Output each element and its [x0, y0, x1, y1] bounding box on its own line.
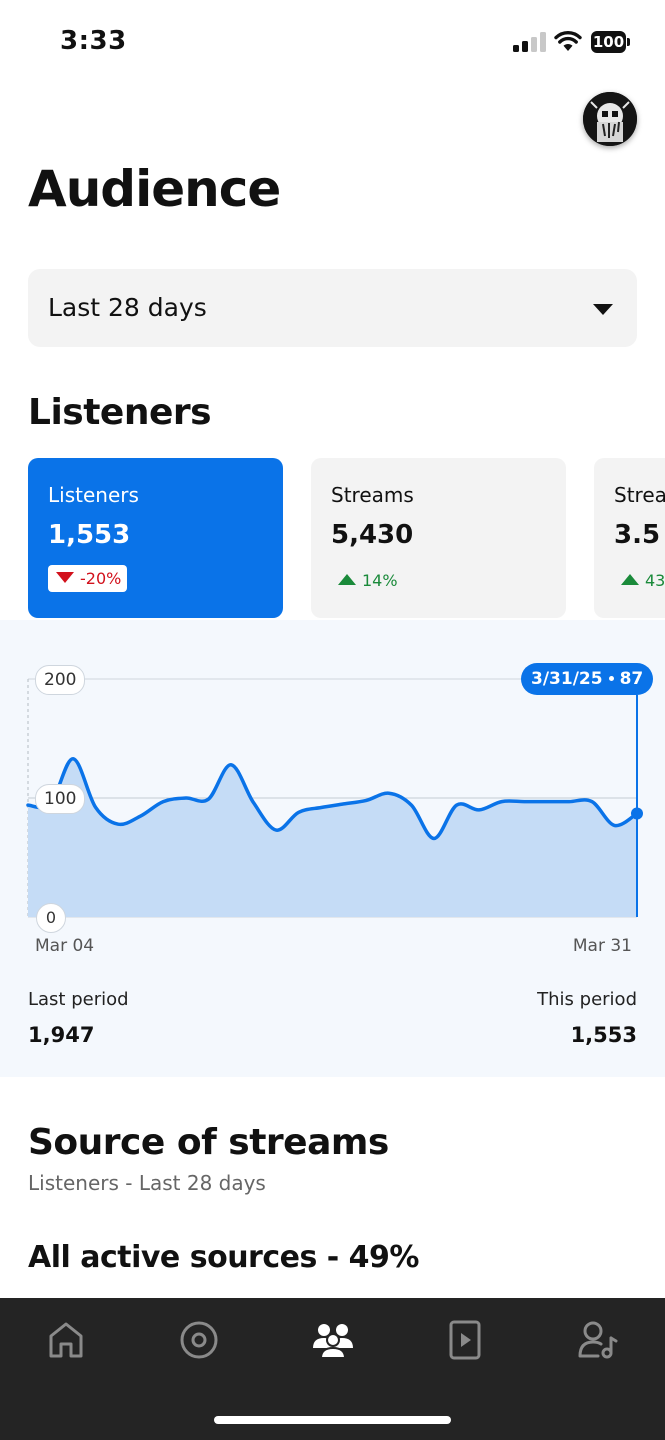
metric-change-badge: -20% — [48, 565, 128, 592]
home-indicator — [214, 1416, 451, 1424]
trend-down-icon — [56, 572, 74, 583]
metrics-carousel[interactable]: Listeners 1,553 -20% Streams 5,430 14% S… — [0, 458, 665, 620]
metric-card-streams-per-listener[interactable]: Streams / listener 3.5 43% — [594, 458, 665, 618]
wifi-icon — [554, 30, 582, 51]
artist-profile-icon[interactable] — [576, 1318, 620, 1362]
tooltip-value: 87 — [619, 669, 644, 689]
highlight-point — [631, 807, 643, 820]
metric-value: 5,430 — [331, 520, 414, 550]
period-select-value: Last 28 days — [48, 293, 207, 322]
metric-change-badge: 14% — [338, 571, 398, 590]
metric-label: Streams — [331, 483, 414, 507]
source-section-subtitle: Listeners - Last 28 days — [28, 1171, 266, 1195]
metric-label: Streams / listener — [614, 483, 665, 507]
page-title: Audience — [28, 160, 281, 218]
source-section-title: Source of streams — [28, 1122, 389, 1163]
metric-label: Listeners — [48, 483, 139, 507]
x-tick-start: Mar 04 — [35, 936, 95, 956]
y-tick-label-0: 0 — [36, 903, 66, 933]
active-sources-heading: All active sources - 49% — [28, 1240, 419, 1275]
listeners-section-title: Listeners — [28, 392, 212, 433]
metric-change-value: 43% — [645, 571, 665, 590]
bottom-nav — [0, 1298, 665, 1440]
tooltip-date: 3/31/25 — [531, 669, 603, 689]
status-time: 3:33 — [60, 26, 127, 56]
metric-card-listeners[interactable]: Listeners 1,553 -20% — [28, 458, 283, 618]
chevron-down-icon — [593, 304, 613, 315]
cellular-signal-icon — [513, 32, 547, 52]
profile-avatar-icon[interactable] — [583, 92, 637, 146]
battery-icon: 100 — [591, 31, 631, 53]
metric-value: 1,553 — [48, 520, 131, 550]
this-period-label: This period — [537, 989, 637, 1010]
listeners-chart[interactable]: 200 100 0 3/31/25 87 Mar 04 Mar 31 Last p… — [0, 620, 665, 1077]
trend-up-icon — [338, 574, 356, 585]
y-tick-label-200: 200 — [35, 665, 86, 695]
metric-change-value: 14% — [362, 571, 398, 590]
series-line — [26, 756, 639, 841]
x-tick-end: Mar 31 — [572, 936, 632, 956]
series-area — [28, 758, 637, 917]
this-period-value: 1,553 — [570, 1023, 637, 1047]
y-tick-label-100: 100 — [35, 784, 86, 814]
period-select[interactable]: Last 28 days — [28, 269, 637, 347]
last-period-value: 1,947 — [28, 1023, 95, 1047]
metric-card-streams[interactable]: Streams 5,430 14% — [311, 458, 566, 618]
video-play-icon[interactable] — [443, 1318, 487, 1362]
music-disc-icon[interactable] — [177, 1318, 221, 1362]
audience-icon[interactable] — [311, 1318, 355, 1362]
home-icon[interactable] — [44, 1318, 88, 1362]
status-bar: 3:33 100 — [0, 0, 665, 84]
trend-up-icon — [621, 574, 639, 585]
metric-change-value: -20% — [80, 569, 122, 588]
last-period-label: Last period — [28, 989, 129, 1010]
metric-value: 3.5 — [614, 520, 661, 550]
chart-tooltip: 3/31/25 87 — [521, 663, 654, 695]
listeners-chart-plot[interactable] — [0, 620, 665, 1077]
metric-change-badge: 43% — [621, 571, 665, 590]
battery-level: 100 — [591, 31, 626, 53]
